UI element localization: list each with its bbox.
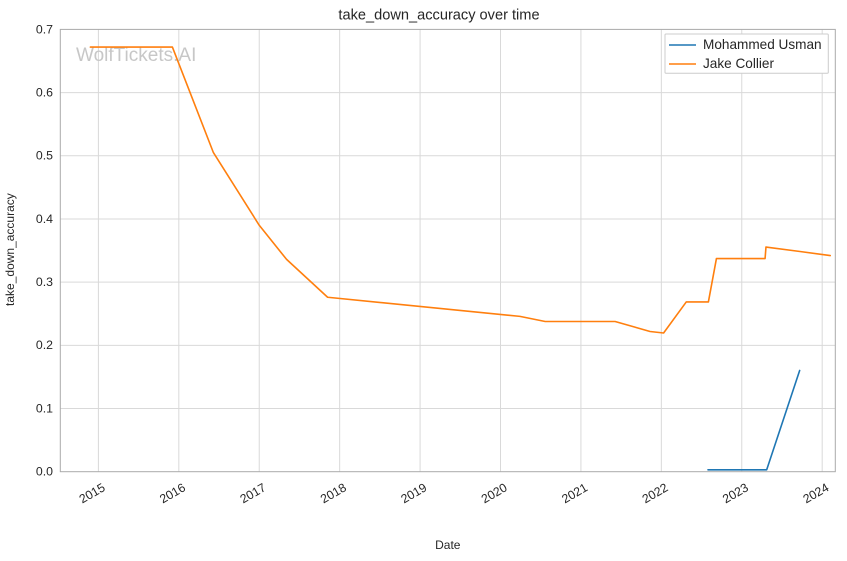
svg-text:Date: Date [435, 538, 461, 552]
svg-text:take_down_accuracy over time: take_down_accuracy over time [338, 8, 539, 24]
svg-text:0.2: 0.2 [36, 338, 53, 352]
svg-text:0.5: 0.5 [36, 149, 53, 163]
svg-text:0.0: 0.0 [36, 465, 53, 479]
svg-text:Jake Collier: Jake Collier [703, 56, 774, 71]
svg-text:0.4: 0.4 [36, 212, 53, 226]
svg-text:0.6: 0.6 [36, 86, 53, 100]
svg-text:0.7: 0.7 [36, 22, 53, 36]
svg-text:Mohammed Usman: Mohammed Usman [703, 37, 822, 52]
svg-text:0.3: 0.3 [36, 275, 53, 289]
svg-text:take_down_accuracy: take_down_accuracy [3, 193, 17, 306]
svg-text:0.1: 0.1 [36, 401, 53, 415]
